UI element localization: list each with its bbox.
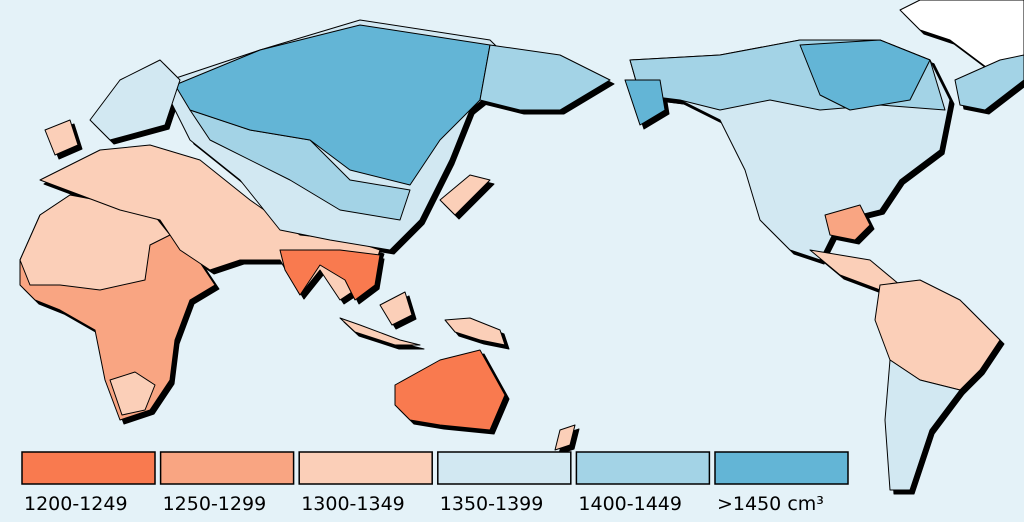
legend-swatch	[21, 451, 156, 485]
britain	[44, 119, 79, 156]
japan	[439, 174, 491, 216]
canada-core	[799, 39, 931, 111]
siberia-core	[174, 24, 491, 186]
northeast-asia	[479, 44, 611, 111]
alaska	[624, 79, 666, 126]
north-africa	[19, 194, 171, 291]
scandinavia	[89, 59, 181, 141]
southeast-asia	[279, 249, 381, 301]
new-zealand	[554, 424, 576, 451]
legend-swatch	[159, 451, 295, 485]
south-america-north	[874, 279, 1001, 391]
legend-swatch	[575, 451, 711, 485]
legend-label: 1400-1449	[578, 493, 682, 515]
borneo	[379, 291, 413, 326]
legend-swatch	[437, 451, 572, 485]
indonesia	[339, 317, 421, 346]
new-guinea	[444, 317, 506, 346]
legend-label: 1250-1299	[163, 493, 267, 515]
florida	[824, 204, 871, 241]
legend-label: 1300-1349	[301, 493, 405, 515]
australia	[394, 349, 506, 431]
legend: 1200-1249 1250-1299 1300-1349 1350-1399 1400…	[21, 451, 849, 515]
legend-swatch	[714, 451, 849, 485]
south-africa	[109, 371, 156, 416]
land	[19, 0, 1024, 491]
legend-label: >1450 cm³	[717, 493, 824, 515]
legend-label: 1200-1249	[24, 493, 128, 515]
legend-swatch	[298, 451, 433, 485]
legend-label: 1350-1399	[440, 493, 544, 515]
greenland-east	[954, 54, 1024, 111]
south-america-south	[884, 359, 961, 491]
